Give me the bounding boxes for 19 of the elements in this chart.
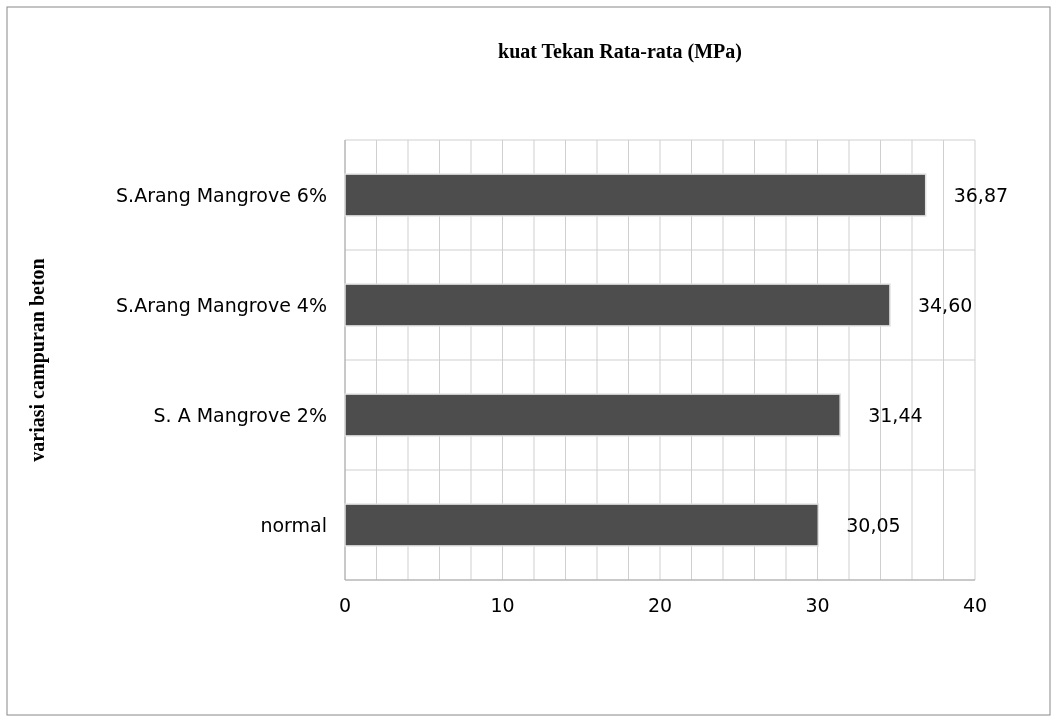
y-tick-label: S. A Mangrove 2% (153, 403, 327, 426)
y-tick-label: normal (260, 513, 327, 536)
y-axis-title: variasi campuran beton (26, 258, 49, 462)
bar (344, 173, 927, 217)
data-label: 31,44 (868, 403, 923, 426)
bar (344, 393, 841, 437)
x-tick-label: 40 (962, 594, 988, 616)
data-label: 36,87 (953, 183, 1009, 206)
y-tick-label: S.Arang Mangrove 4% (116, 293, 327, 316)
x-tick-label: 10 (490, 594, 515, 616)
x-tick-label: 20 (647, 594, 673, 616)
x-tick-label: 0 (338, 594, 352, 616)
data-label: 30,05 (846, 513, 901, 536)
chart-title: kuat Tekan Rata-rata (MPa) (498, 40, 742, 63)
bar (344, 283, 891, 327)
data-label: 34,60 (917, 293, 973, 316)
bar (344, 503, 820, 547)
x-tick-label: 30 (805, 594, 830, 616)
y-tick-label: S.Arang Mangrove 6% (116, 183, 327, 206)
